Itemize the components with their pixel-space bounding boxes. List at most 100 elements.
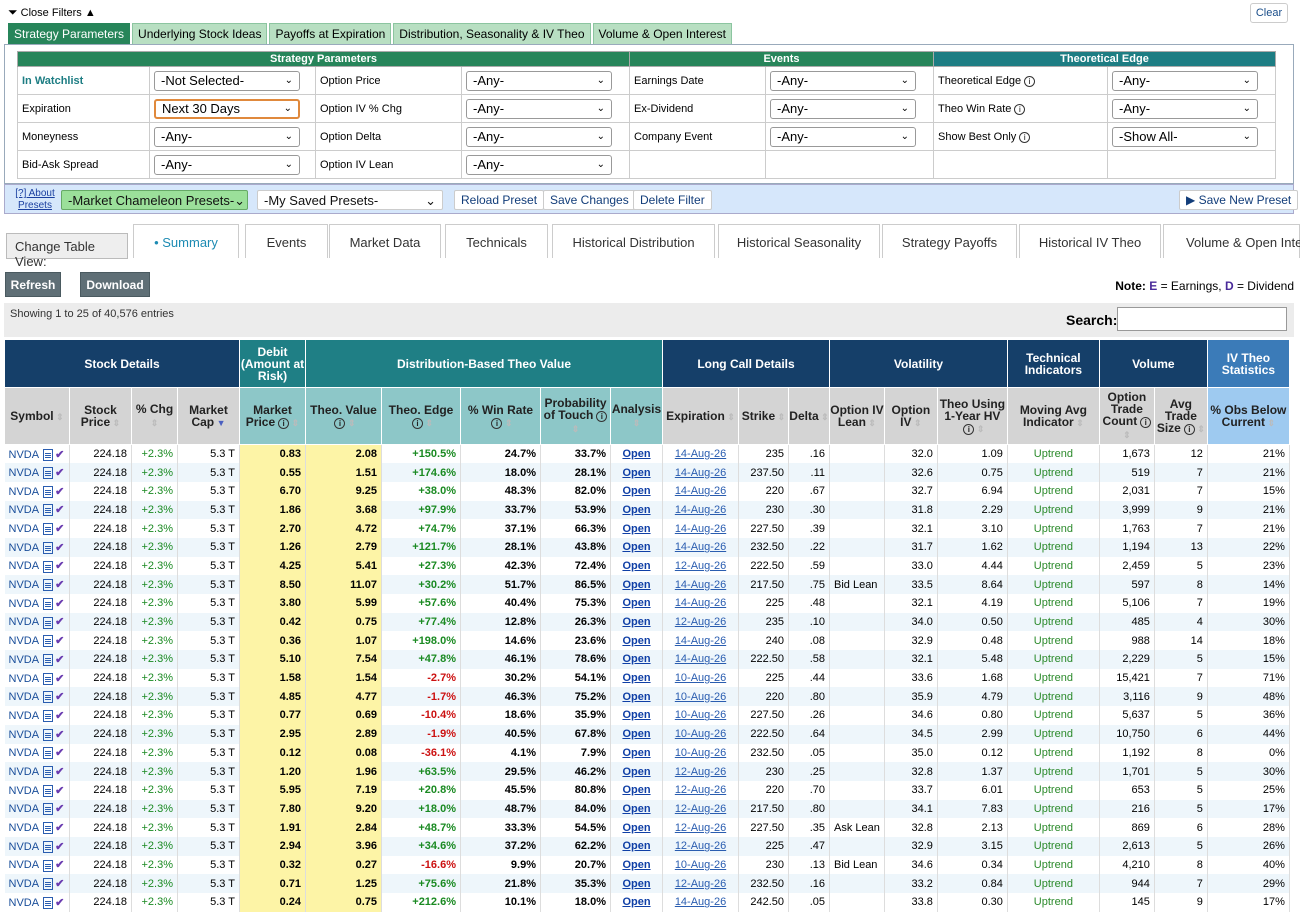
- cell-expiration-link[interactable]: 14-Aug-26: [662, 631, 739, 651]
- cell-symbol[interactable]: NVDA ✔: [4, 481, 70, 501]
- column-header-option-iv-lean[interactable]: Option IV Lean ⇕: [829, 387, 885, 445]
- cell-analysis-link-value[interactable]: Open: [622, 616, 651, 629]
- cell-analysis-link[interactable]: Open: [610, 481, 663, 501]
- cell-analysis-link[interactable]: Open: [610, 836, 663, 856]
- checkmark-icon[interactable]: ✔: [55, 896, 65, 909]
- cell-analysis-link-value[interactable]: Open: [622, 503, 651, 516]
- cell-symbol[interactable]: NVDA ✔: [4, 631, 70, 651]
- cell-expiration-link-value[interactable]: 14-Aug-26: [674, 597, 727, 610]
- cell-analysis-link-value[interactable]: Open: [622, 877, 651, 890]
- filter-select-theoretical-edge[interactable]: -Any- ⌄: [1112, 70, 1258, 91]
- cell-symbol-value[interactable]: NVDA: [8, 504, 40, 517]
- cell-expiration-link[interactable]: 14-Aug-26: [662, 519, 739, 538]
- view-tab-historical-iv-theo[interactable]: Historical IV Theo: [1019, 224, 1161, 258]
- document-icon[interactable]: [43, 448, 54, 461]
- cell-expiration-link[interactable]: 10-Aug-26: [662, 687, 739, 707]
- cell-analysis-link-value[interactable]: Open: [622, 578, 651, 591]
- document-icon[interactable]: [43, 560, 54, 573]
- cell-expiration-link-value[interactable]: 12-Aug-26: [674, 802, 727, 815]
- filter-select-option-iv-chg[interactable]: -Any- ⌄: [466, 98, 612, 119]
- cell-analysis-link[interactable]: Open: [610, 724, 663, 744]
- filter-select-expiration[interactable]: Next 30 Days ⌄: [154, 98, 300, 119]
- document-icon[interactable]: [43, 896, 54, 909]
- cell-symbol-value[interactable]: NVDA: [8, 691, 40, 704]
- view-tab-market-data[interactable]: Market Data: [329, 224, 441, 258]
- close-filters-toggle[interactable]: ⏷ Close Filters ▲: [8, 5, 96, 20]
- cell-symbol-value[interactable]: NVDA: [8, 448, 40, 461]
- cell-symbol[interactable]: NVDA ✔: [4, 836, 70, 856]
- cell-symbol[interactable]: NVDA ✔: [4, 762, 70, 781]
- cell-symbol-value[interactable]: NVDA: [8, 653, 40, 666]
- cell-symbol-value[interactable]: NVDA: [8, 784, 40, 797]
- cell-expiration-link[interactable]: 10-Aug-26: [662, 855, 739, 875]
- checkmark-icon[interactable]: ✔: [55, 448, 65, 461]
- checkmark-icon[interactable]: ✔: [55, 504, 65, 517]
- document-icon[interactable]: [43, 635, 54, 648]
- tab-strategy-parameters[interactable]: Strategy Parameters: [8, 23, 131, 44]
- cell-analysis-link[interactable]: Open: [610, 463, 663, 482]
- saved-presets-select[interactable]: -My Saved Presets- ⌄: [257, 190, 443, 210]
- cell-symbol[interactable]: NVDA ✔: [4, 594, 70, 613]
- checkmark-icon[interactable]: ✔: [55, 822, 65, 835]
- cell-symbol-value[interactable]: NVDA: [8, 747, 40, 760]
- cell-analysis-link[interactable]: Open: [610, 687, 663, 707]
- cell-expiration-link[interactable]: 14-Aug-26: [662, 575, 739, 594]
- cell-analysis-link[interactable]: Open: [610, 874, 663, 893]
- info-icon[interactable]: i: [1019, 131, 1031, 143]
- cell-analysis-link[interactable]: Open: [610, 594, 663, 613]
- cell-analysis-link[interactable]: Open: [610, 537, 663, 557]
- cell-symbol[interactable]: NVDA ✔: [4, 799, 70, 819]
- cell-analysis-link[interactable]: Open: [610, 612, 663, 632]
- cell-symbol[interactable]: NVDA ✔: [4, 780, 70, 800]
- cell-expiration-link[interactable]: 10-Aug-26: [662, 743, 739, 763]
- save-changes-button[interactable]: Save Changes: [543, 190, 636, 210]
- tab-volume-open-interest[interactable]: Volume & Open Interest: [592, 23, 732, 44]
- cell-symbol-value[interactable]: NVDA: [8, 523, 40, 536]
- document-icon[interactable]: [43, 691, 54, 704]
- column-header-strike[interactable]: Strike ⇕: [738, 387, 789, 445]
- cell-analysis-link-value[interactable]: Open: [622, 746, 651, 759]
- cell-symbol-value[interactable]: NVDA: [8, 560, 40, 573]
- cell-expiration-link[interactable]: 14-Aug-26: [662, 594, 739, 613]
- cell-analysis-link-value[interactable]: Open: [622, 690, 651, 703]
- info-icon[interactable]: i: [1024, 75, 1036, 87]
- document-icon[interactable]: [43, 504, 54, 517]
- checkmark-icon[interactable]: ✔: [55, 728, 65, 741]
- cell-expiration-link-value[interactable]: 10-Aug-26: [674, 858, 727, 871]
- cell-analysis-link-value[interactable]: Open: [622, 765, 651, 778]
- filter-select-moneyness[interactable]: -Any- ⌄: [154, 126, 300, 147]
- cell-analysis-link-value[interactable]: Open: [622, 466, 651, 479]
- cell-symbol[interactable]: NVDA ✔: [4, 706, 70, 725]
- tab-underlying-stock-ideas[interactable]: Underlying Stock Ideas: [132, 23, 268, 44]
- checkmark-icon[interactable]: ✔: [55, 560, 65, 573]
- column-header-market-cap[interactable]: Market Cap ▼: [177, 387, 240, 445]
- cell-expiration-link-value[interactable]: 12-Aug-26: [674, 784, 727, 797]
- checkmark-icon[interactable]: ✔: [55, 803, 65, 816]
- column-header-theo-edge[interactable]: Theo. Edgei ⇕: [381, 387, 461, 445]
- column-header-symbol[interactable]: Symbol ⇕: [4, 387, 70, 445]
- cell-symbol[interactable]: NVDA ✔: [4, 556, 70, 576]
- cell-symbol[interactable]: NVDA ✔: [4, 519, 70, 538]
- cell-symbol[interactable]: NVDA ✔: [4, 537, 70, 557]
- checkmark-icon[interactable]: ✔: [55, 616, 65, 629]
- document-icon[interactable]: [43, 485, 54, 498]
- cell-expiration-link[interactable]: 12-Aug-26: [662, 799, 739, 819]
- cell-expiration-link-value[interactable]: 14-Aug-26: [674, 448, 727, 461]
- search-input[interactable]: [1117, 307, 1287, 331]
- cell-symbol-value[interactable]: NVDA: [8, 485, 40, 498]
- cell-expiration-link-value[interactable]: 14-Aug-26: [674, 503, 727, 516]
- cell-symbol-value[interactable]: NVDA: [8, 859, 40, 872]
- info-icon[interactable]: i: [334, 417, 346, 429]
- column-header--win-rate[interactable]: % Win Ratei ⇕: [460, 387, 541, 445]
- cell-analysis-link-value[interactable]: Open: [622, 634, 651, 647]
- cell-symbol-value[interactable]: NVDA: [8, 466, 40, 479]
- cell-analysis-link[interactable]: Open: [610, 855, 663, 875]
- cell-expiration-link[interactable]: 10-Aug-26: [662, 668, 739, 688]
- checkmark-icon[interactable]: ✔: [55, 597, 65, 610]
- cell-expiration-link[interactable]: 14-Aug-26: [662, 893, 739, 912]
- delete-filter-button[interactable]: Delete Filter: [633, 190, 712, 210]
- cell-analysis-link-value[interactable]: Open: [622, 840, 651, 853]
- cell-analysis-link-value[interactable]: Open: [622, 541, 651, 554]
- cell-expiration-link-value[interactable]: 14-Aug-26: [674, 653, 727, 666]
- cell-analysis-link[interactable]: Open: [610, 799, 663, 819]
